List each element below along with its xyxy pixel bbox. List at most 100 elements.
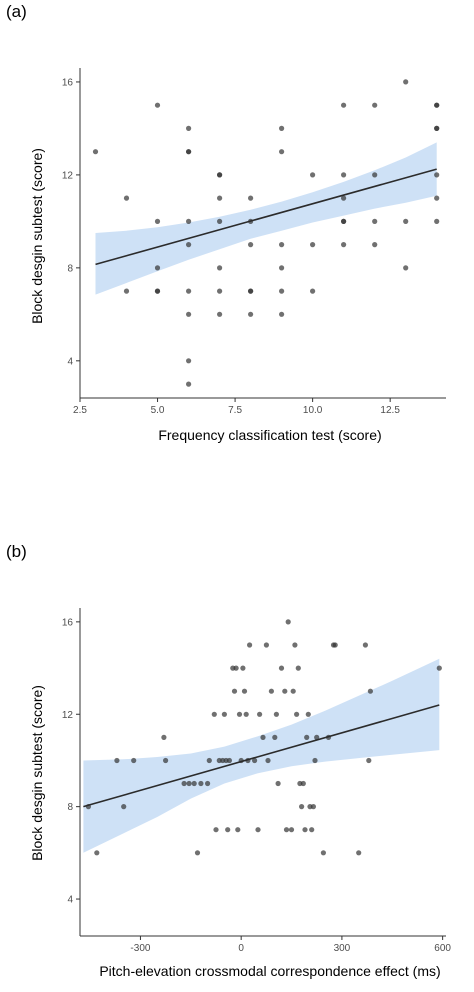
y-tick-label: 12 xyxy=(62,170,74,181)
data-point xyxy=(186,381,192,387)
data-point xyxy=(341,218,347,224)
data-point xyxy=(283,827,290,833)
data-point xyxy=(154,265,161,271)
data-point xyxy=(211,711,217,717)
regression-line xyxy=(95,168,437,266)
data-point xyxy=(198,780,204,787)
data-point xyxy=(436,665,442,671)
data-point xyxy=(235,827,241,833)
chart-panel-a: (a) 2.5 5.0 7.5 10.0 12.5 4 8 12 16 Frequency cl… xyxy=(6,2,446,443)
y-tick-label: 4 xyxy=(67,895,73,906)
data-point xyxy=(194,850,201,856)
data-point xyxy=(366,757,372,764)
data-point xyxy=(241,688,248,694)
data-point xyxy=(94,850,100,856)
data-point xyxy=(279,265,285,271)
data-point xyxy=(268,688,274,694)
data-point xyxy=(310,242,316,248)
data-point xyxy=(217,172,223,178)
data-point xyxy=(163,757,169,764)
data-point xyxy=(362,642,368,648)
data-point xyxy=(434,218,440,224)
data-point xyxy=(233,665,239,671)
data-point xyxy=(217,195,223,201)
data-point xyxy=(279,311,285,317)
data-point xyxy=(341,195,347,201)
data-point xyxy=(295,665,301,671)
data-point xyxy=(304,734,310,741)
y-tick-label: 8 xyxy=(67,263,73,274)
axes-layer-b: -300 0 300 600 4 8 12 16 xyxy=(62,608,451,954)
data-point xyxy=(217,218,223,224)
data-point xyxy=(255,827,261,833)
fit-line-layer-b xyxy=(83,704,440,808)
data-point xyxy=(434,102,440,108)
confidence-band-layer-a xyxy=(95,142,437,295)
data-point xyxy=(123,288,130,294)
y-tick-label: 12 xyxy=(62,710,74,721)
data-point xyxy=(434,172,440,178)
data-point xyxy=(309,827,315,833)
data-point xyxy=(314,734,320,741)
data-point xyxy=(372,172,378,178)
data-point xyxy=(226,757,232,764)
y-tick-label: 4 xyxy=(67,356,73,367)
data-point xyxy=(294,711,300,717)
data-point xyxy=(263,642,269,648)
data-point xyxy=(300,780,306,787)
data-point xyxy=(305,711,311,717)
fit-line-layer-a xyxy=(95,168,437,266)
data-point xyxy=(320,850,326,856)
data-point xyxy=(372,102,378,108)
data-point xyxy=(205,780,211,787)
data-point xyxy=(279,288,285,294)
data-point xyxy=(278,665,285,671)
data-point xyxy=(121,804,127,810)
data-point xyxy=(217,265,223,271)
data-point xyxy=(186,125,192,131)
y-axis-title-a: Block desgin subtest (score) xyxy=(29,148,45,324)
data-point xyxy=(186,311,192,317)
data-point xyxy=(279,242,285,248)
data-point xyxy=(332,642,338,648)
data-point xyxy=(161,734,167,741)
data-point xyxy=(213,827,219,833)
chart-panel-b: (b) -300 0 300 600 4 8 12 16 Pitch-elevation cr… xyxy=(6,542,451,979)
data-point xyxy=(403,265,409,271)
data-point xyxy=(372,242,378,248)
data-point xyxy=(248,311,254,317)
data-point xyxy=(154,288,161,294)
data-point xyxy=(186,242,192,248)
x-tick-label: 2.5 xyxy=(73,405,87,416)
data-point xyxy=(272,734,278,741)
y-tick-label: 16 xyxy=(62,617,74,628)
points-layer-b xyxy=(85,619,442,856)
data-point xyxy=(310,288,316,294)
data-point xyxy=(372,218,378,224)
x-axis-title-a: Frequency classification test (score) xyxy=(158,427,381,443)
data-point xyxy=(292,642,298,648)
data-point xyxy=(290,688,296,694)
data-point xyxy=(248,195,254,201)
data-point xyxy=(186,288,192,294)
data-point xyxy=(265,757,271,764)
data-point xyxy=(221,711,227,717)
data-point xyxy=(257,711,263,717)
data-point xyxy=(154,218,161,224)
data-point xyxy=(434,125,440,131)
data-point xyxy=(131,757,137,764)
data-point xyxy=(312,757,318,764)
data-point xyxy=(123,195,130,201)
data-point xyxy=(92,149,99,155)
regression-line xyxy=(83,704,440,808)
data-point xyxy=(341,102,347,108)
data-point xyxy=(310,172,316,178)
data-point xyxy=(243,711,249,717)
x-axis-title-b: Pitch-elevation crossmodal correspondenc… xyxy=(99,963,440,979)
data-point xyxy=(310,804,316,810)
data-point xyxy=(285,619,291,625)
data-point xyxy=(356,850,362,856)
data-point xyxy=(282,688,288,694)
data-point xyxy=(217,311,223,317)
